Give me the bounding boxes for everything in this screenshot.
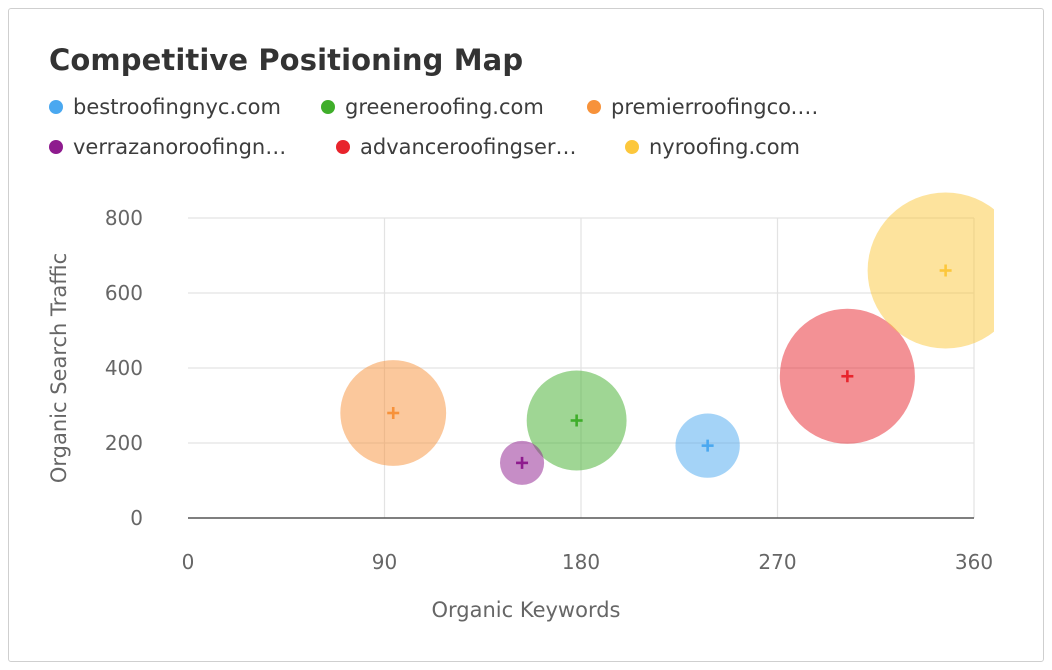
legend-marker	[336, 140, 350, 154]
x-tick-label: 360	[955, 550, 993, 574]
legend-label: greeneroofing.com	[345, 95, 544, 119]
legend-label: premierroofingco.…	[611, 95, 819, 119]
y-tick-label: 200	[105, 431, 143, 455]
bubble-center-marker	[701, 439, 714, 452]
legend-row-1: bestroofingnyc.com greeneroofing.com pre…	[49, 93, 1009, 133]
x-tick-label: 90	[372, 550, 397, 574]
bubble-center-marker	[516, 456, 529, 469]
legend-item-nyroofing[interactable]: nyroofing.com	[625, 133, 800, 161]
y-axis-label: Organic Search Traffic	[47, 253, 71, 483]
y-tick-label: 800	[105, 206, 143, 230]
y-tick-label: 400	[105, 356, 143, 380]
bubble-center-marker	[939, 264, 952, 277]
legend-item-verrazanoroofing[interactable]: verrazanoroofingn…	[49, 133, 286, 161]
y-tick-label: 0	[130, 506, 143, 530]
legend-label: nyroofing.com	[649, 135, 800, 159]
bubble-center-marker	[387, 407, 400, 419]
bubble-point[interactable]	[867, 192, 1024, 349]
legend-item-advanceroofing[interactable]: advanceroofingser…	[336, 133, 577, 161]
chart-title: Competitive Positioning Map	[49, 43, 524, 77]
bubble-center-marker	[841, 370, 854, 383]
x-axis-label: Organic Keywords	[432, 598, 621, 622]
legend-label: advanceroofingser…	[360, 135, 577, 159]
legend-marker	[625, 140, 639, 154]
legend-item-premierroofingco[interactable]: premierroofingco.…	[587, 93, 818, 121]
legend-marker	[321, 100, 335, 114]
x-tick-label: 270	[758, 550, 796, 574]
x-tick-label: 0	[182, 550, 195, 574]
legend-row-2: verrazanoroofingn… advanceroofingser… ny…	[49, 133, 1009, 173]
x-tick-label: 180	[562, 550, 600, 574]
x-axis-ticks: 0 90 180 270 360	[182, 550, 993, 574]
legend-label: verrazanoroofingn…	[73, 135, 287, 159]
y-axis-ticks: 0 200 400 600 800	[105, 206, 143, 530]
bubbles	[340, 192, 1024, 485]
center-markers	[387, 264, 952, 469]
legend-marker	[49, 100, 63, 114]
legend: bestroofingnyc.com greeneroofing.com pre…	[49, 93, 1009, 173]
bubble-center-marker	[570, 414, 583, 427]
legend-label: bestroofingnyc.com	[73, 95, 281, 119]
legend-marker	[587, 100, 601, 114]
legend-marker	[49, 140, 63, 154]
legend-item-greeneroofing[interactable]: greeneroofing.com	[321, 93, 544, 121]
legend-item-bestroofingnyc[interactable]: bestroofingnyc.com	[49, 93, 281, 121]
y-tick-label: 600	[105, 281, 143, 305]
